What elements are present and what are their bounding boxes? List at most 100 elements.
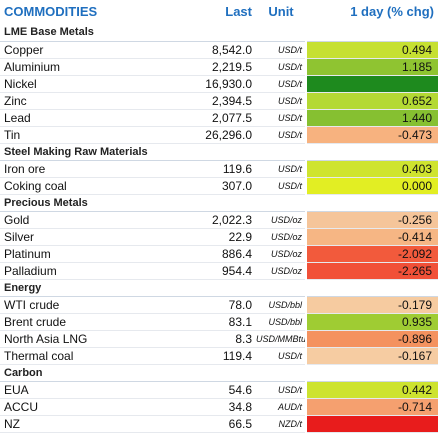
commodity-name: Silver bbox=[0, 228, 150, 246]
commodity-name: Zinc bbox=[0, 92, 150, 110]
last-price: 78.0 bbox=[150, 296, 256, 314]
commodity-row: EUA 54.6 USD/t 0.442 bbox=[0, 381, 438, 399]
day-change: -0.714 bbox=[305, 398, 438, 416]
commodity-name: Aluminium bbox=[0, 58, 150, 76]
day-change: 0.000 bbox=[305, 177, 438, 195]
commodity-name: Platinum bbox=[0, 245, 150, 263]
day-change: 0.442 bbox=[305, 381, 438, 399]
table-body: LME Base Metals Copper 8,542.0 USD/t 0.494 Al… bbox=[0, 24, 438, 433]
price-unit: USD/t bbox=[256, 381, 306, 399]
section-header: Precious Metals bbox=[0, 194, 438, 212]
last-price: 886.4 bbox=[150, 245, 256, 263]
day-change: -2.265 bbox=[305, 262, 438, 280]
price-unit: USD/t bbox=[256, 347, 306, 365]
header-unit: Unit bbox=[268, 4, 294, 19]
day-change: -0.414 bbox=[305, 228, 438, 246]
commodity-name: North Asia LNG bbox=[0, 330, 150, 348]
last-price: 954.4 bbox=[150, 262, 256, 280]
last-price: 83.1 bbox=[150, 313, 256, 331]
commodity-name: ACCU bbox=[0, 398, 150, 416]
section-title: Energy bbox=[0, 279, 438, 297]
header-change: 1 day (% chg) bbox=[350, 4, 434, 19]
commodity-row: Gold 2,022.3 USD/oz -0.256 bbox=[0, 211, 438, 229]
commodity-row: Platinum 886.4 USD/oz -2.092 bbox=[0, 245, 438, 263]
day-change: -0.473 bbox=[305, 126, 438, 144]
last-price: 307.0 bbox=[150, 177, 256, 195]
section-title: Precious Metals bbox=[0, 194, 438, 212]
last-price: 119.4 bbox=[150, 347, 256, 365]
last-price: 26,296.0 bbox=[150, 126, 256, 144]
price-unit: USD/t bbox=[256, 109, 306, 127]
commodity-name: WTI crude bbox=[0, 296, 150, 314]
section-title: LME Base Metals bbox=[0, 24, 438, 42]
day-change: 0.935 bbox=[305, 313, 438, 331]
price-unit: USD/t bbox=[256, 58, 306, 76]
commodity-row: Tin 26,296.0 USD/t -0.473 bbox=[0, 126, 438, 144]
price-unit: USD/t bbox=[256, 41, 306, 59]
commodity-row: Iron ore 119.6 USD/t 0.403 bbox=[0, 160, 438, 178]
price-unit: USD/t bbox=[256, 75, 306, 93]
commodity-row: North Asia LNG 8.3 USD/MMBtu -0.896 bbox=[0, 330, 438, 348]
price-unit: USD/bbl bbox=[256, 313, 306, 331]
price-unit: USD/oz bbox=[256, 245, 306, 263]
section-header: Carbon bbox=[0, 364, 438, 382]
day-change: -0.167 bbox=[305, 347, 438, 365]
last-price: 119.6 bbox=[150, 160, 256, 178]
price-unit: USD/t bbox=[256, 92, 306, 110]
day-change: 0.494 bbox=[305, 41, 438, 59]
section-header: LME Base Metals bbox=[0, 24, 438, 42]
commodity-row: Brent crude 83.1 USD/bbl 0.935 bbox=[0, 313, 438, 331]
last-price: 2,022.3 bbox=[150, 211, 256, 229]
header-commodities: COMMODITIES bbox=[4, 4, 98, 19]
last-price: 22.9 bbox=[150, 228, 256, 246]
price-unit: USD/t bbox=[256, 160, 306, 178]
commodity-name: Tin bbox=[0, 126, 150, 144]
commodity-row: WTI crude 78.0 USD/bbl -0.179 bbox=[0, 296, 438, 314]
price-unit: AUD/t bbox=[256, 398, 306, 416]
day-change: 0.652 bbox=[305, 92, 438, 110]
commodity-row: Nickel 16,930.0 USD/t bbox=[0, 75, 438, 93]
day-change: -2.092 bbox=[305, 245, 438, 263]
day-change: 0.403 bbox=[305, 160, 438, 178]
section-header: Steel Making Raw Materials bbox=[0, 143, 438, 161]
section-title: Steel Making Raw Materials bbox=[0, 143, 438, 161]
price-unit: USD/bbl bbox=[256, 296, 306, 314]
commodity-name: Gold bbox=[0, 211, 150, 229]
commodity-row: Coking coal 307.0 USD/t 0.000 bbox=[0, 177, 438, 195]
header-last: Last bbox=[225, 4, 252, 19]
day-change: -0.179 bbox=[305, 296, 438, 314]
commodity-row: Thermal coal 119.4 USD/t -0.167 bbox=[0, 347, 438, 365]
last-price: 2,394.5 bbox=[150, 92, 256, 110]
price-unit: NZD/t bbox=[256, 415, 306, 433]
last-price: 8,542.0 bbox=[150, 41, 256, 59]
commodity-row: Lead 2,077.5 USD/t 1.440 bbox=[0, 109, 438, 127]
last-price: 54.6 bbox=[150, 381, 256, 399]
section-header: Energy bbox=[0, 279, 438, 297]
day-change: -0.896 bbox=[305, 330, 438, 348]
day-change: 1.440 bbox=[305, 109, 438, 127]
commodity-name: Nickel bbox=[0, 75, 150, 93]
price-unit: USD/MMBtu bbox=[256, 330, 306, 348]
day-change: -0.256 bbox=[305, 211, 438, 229]
price-unit: USD/t bbox=[256, 126, 306, 144]
commodity-row: Silver 22.9 USD/oz -0.414 bbox=[0, 228, 438, 246]
day-change bbox=[305, 75, 438, 93]
last-price: 8.3 bbox=[150, 330, 256, 348]
last-price: 2,077.5 bbox=[150, 109, 256, 127]
price-unit: USD/oz bbox=[256, 228, 306, 246]
commodity-name: NZ bbox=[0, 415, 150, 433]
table-header: COMMODITIES Last Unit 1 day (% chg) bbox=[0, 0, 438, 24]
commodity-name: Coking coal bbox=[0, 177, 150, 195]
commodity-name: Palladium bbox=[0, 262, 150, 280]
price-unit: USD/t bbox=[256, 177, 306, 195]
commodity-row: Aluminium 2,219.5 USD/t 1.185 bbox=[0, 58, 438, 76]
commodity-name: Brent crude bbox=[0, 313, 150, 331]
commodity-name: Thermal coal bbox=[0, 347, 150, 365]
commodity-name: EUA bbox=[0, 381, 150, 399]
price-unit: USD/oz bbox=[256, 262, 306, 280]
day-change: 1.185 bbox=[305, 58, 438, 76]
commodity-row: Copper 8,542.0 USD/t 0.494 bbox=[0, 41, 438, 59]
commodity-row: NZ 66.5 NZD/t bbox=[0, 415, 438, 433]
